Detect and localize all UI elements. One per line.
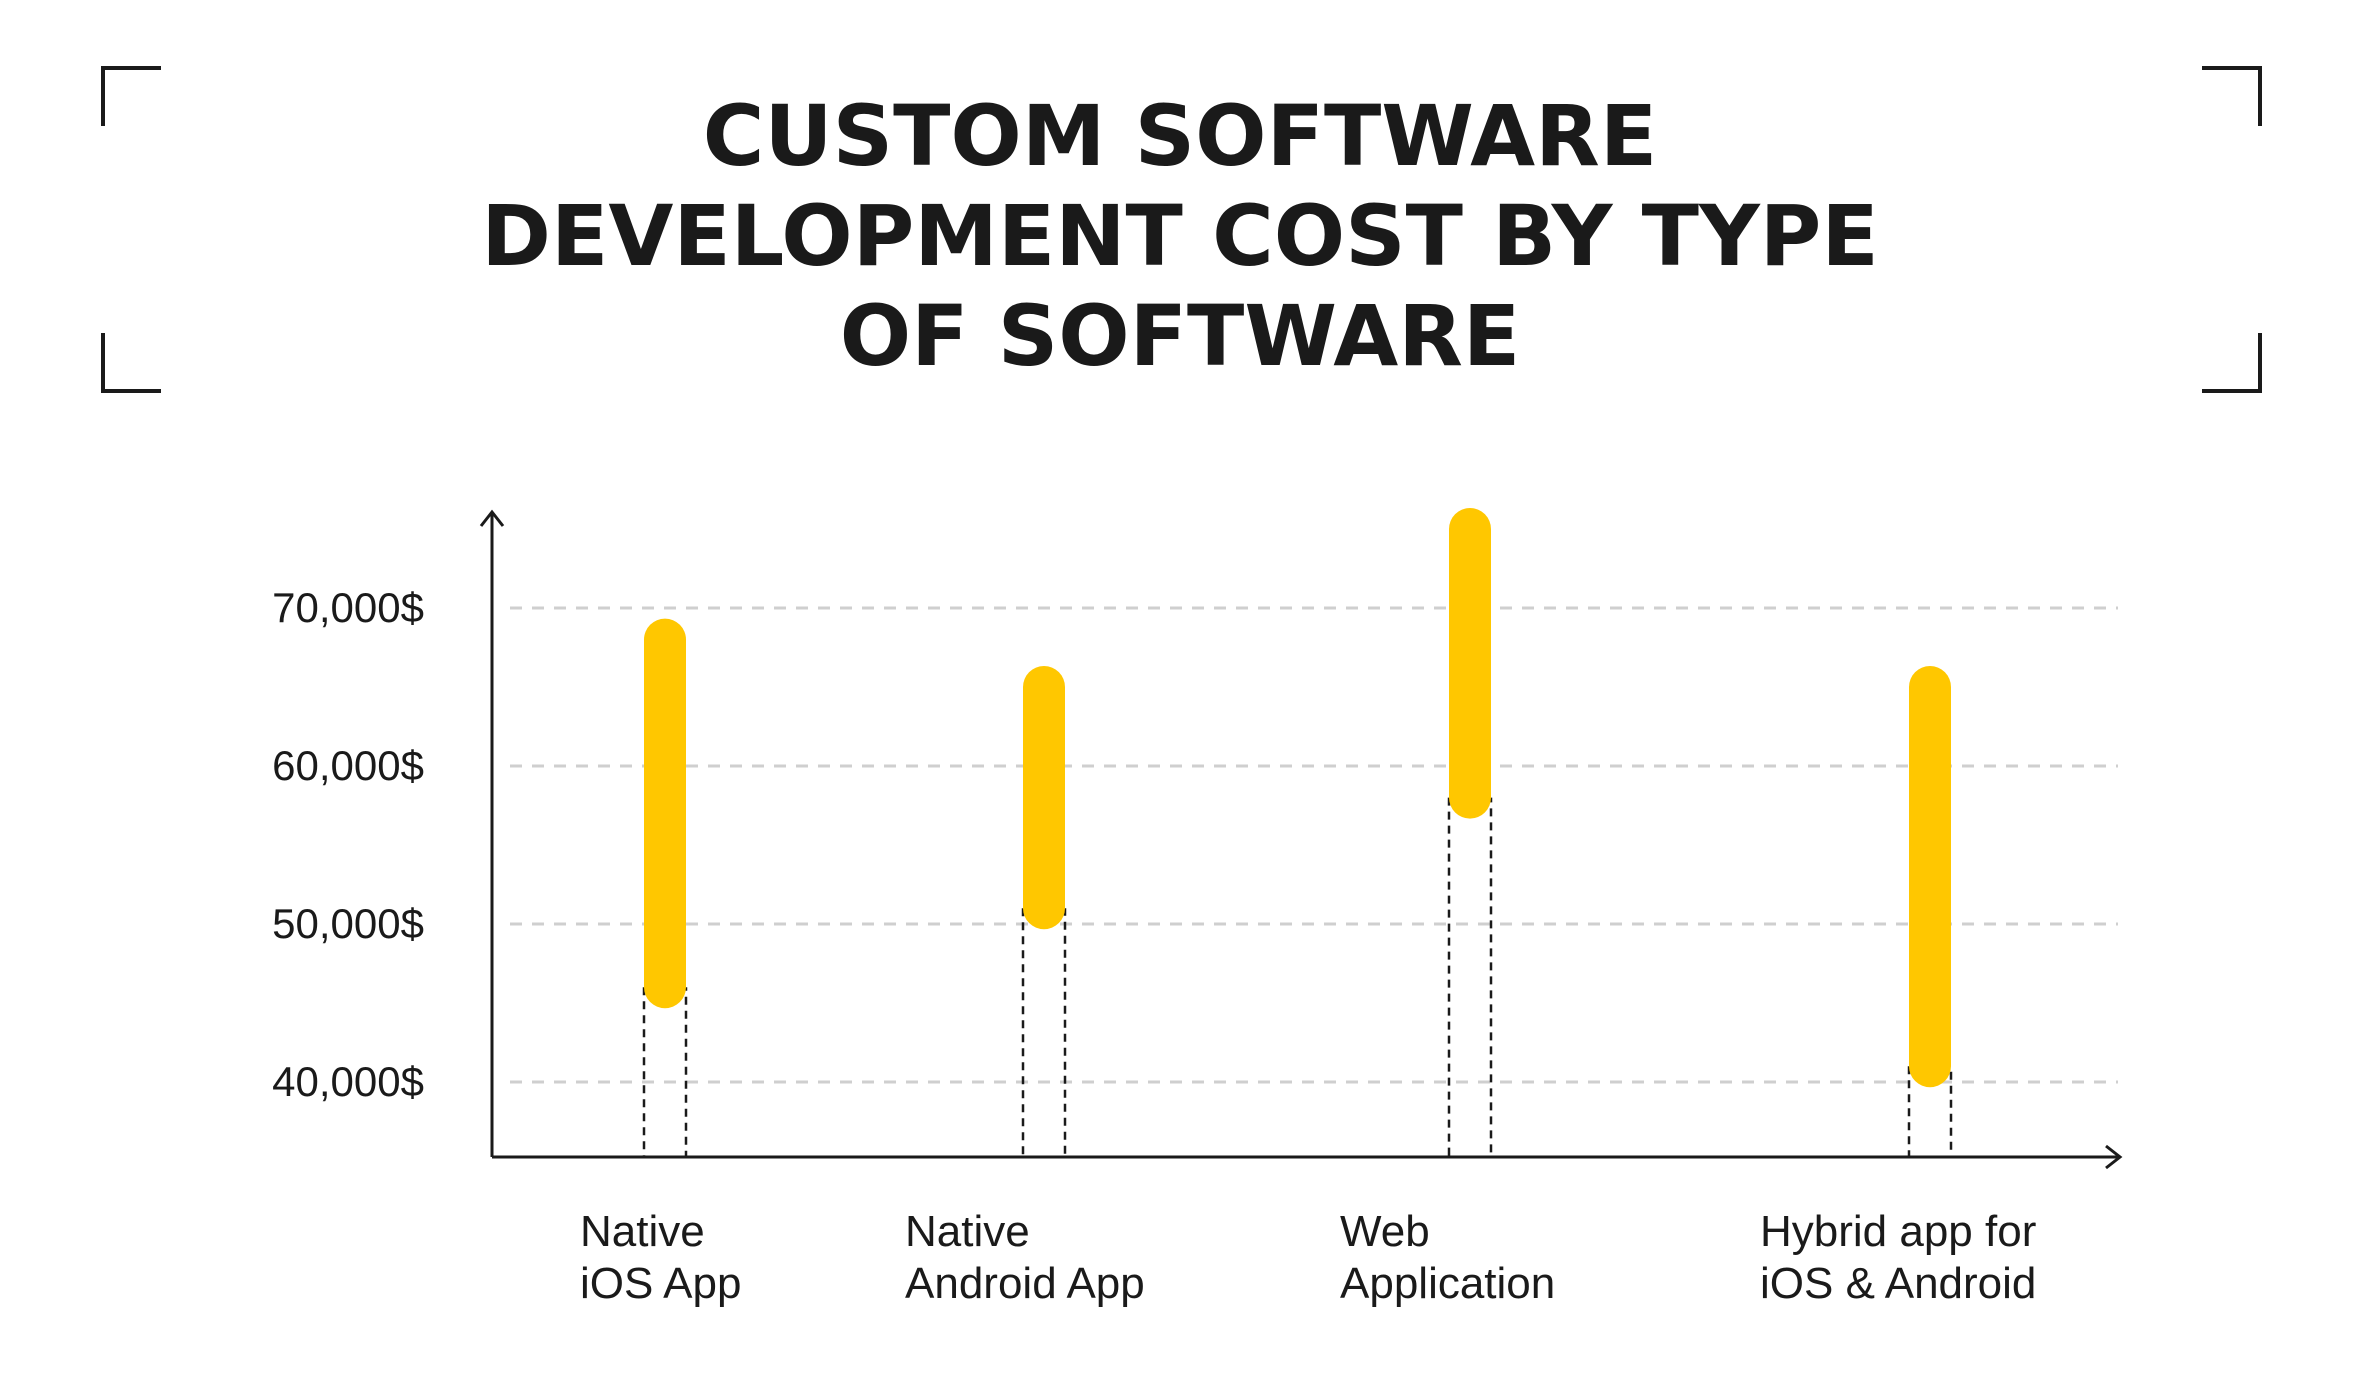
range-bar-3	[1449, 508, 1491, 819]
y-tick-label: 50,000$	[272, 900, 424, 947]
x-category-label: iOS App	[580, 1259, 741, 1308]
range-bar-4	[1909, 666, 1951, 1088]
x-category-label: iOS & Android	[1760, 1259, 2036, 1308]
y-tick-label: 60,000$	[272, 742, 424, 789]
y-axis-arrow-icon	[479, 509, 505, 527]
corner-bracket-top-left	[101, 66, 161, 126]
y-tick-label: 70,000$	[272, 584, 424, 631]
x-category-label: Native	[580, 1207, 705, 1256]
chart-title-line-3: OF SOFTWARE	[839, 287, 1521, 385]
x-category-label: Native	[905, 1207, 1030, 1256]
bar-dashed-base-1	[642, 987, 688, 1159]
bar-dashed-base-4	[1907, 1066, 1953, 1159]
x-category-label: Hybrid app for	[1760, 1207, 2036, 1256]
chart-title-line-1: CUSTOM SOFTWARE	[702, 87, 1658, 185]
bar-dashed-base-3	[1447, 797, 1493, 1159]
x-category-label: Android App	[905, 1259, 1145, 1308]
y-tick-label: 40,000$	[272, 1058, 424, 1105]
corner-bracket-bottom-right	[2202, 333, 2262, 393]
corner-bracket-top-right	[2202, 66, 2262, 126]
range-bar-2	[1023, 666, 1065, 930]
chart-title-line-2: DEVELOPMENT COST BY TYPE	[481, 187, 1879, 285]
x-axis-arrow-icon	[2105, 1144, 2123, 1170]
x-category-label: Web	[1340, 1207, 1430, 1256]
chart-title: CUSTOM SOFTWARE DEVELOPMENT COST BY TYPE…	[380, 86, 1980, 386]
corner-bracket-bottom-left	[101, 333, 161, 393]
bar-dashed-base-2	[1021, 908, 1067, 1159]
x-category-label: Application	[1340, 1259, 1555, 1308]
range-bar-1	[644, 618, 686, 1009]
